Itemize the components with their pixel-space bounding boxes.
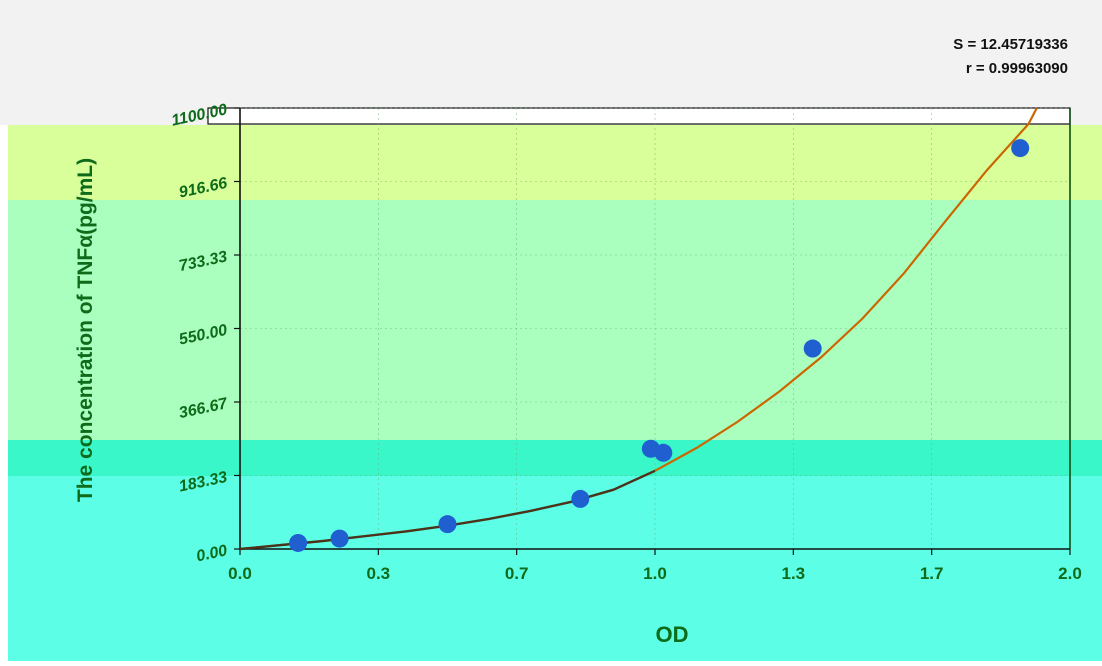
x-tick-label: 0.0 bbox=[228, 564, 252, 583]
data-point bbox=[331, 530, 349, 548]
data-point bbox=[289, 534, 307, 552]
x-tick-label: 1.0 bbox=[643, 564, 667, 583]
data-point bbox=[654, 444, 672, 462]
r-statistic: r = 0.99963090 bbox=[966, 60, 1068, 77]
x-tick-label: 1.3 bbox=[782, 564, 806, 583]
band-green bbox=[8, 200, 1102, 440]
data-point bbox=[1011, 139, 1029, 157]
band-yellow bbox=[8, 125, 1102, 203]
s-statistic: S = 12.45719336 bbox=[953, 36, 1068, 53]
data-point bbox=[439, 515, 457, 533]
data-point bbox=[571, 490, 589, 508]
plot-frame-top bbox=[208, 108, 1070, 124]
background-top bbox=[0, 0, 1102, 125]
y-axis-label: The concentration of TNFα(pg/mL) bbox=[74, 158, 97, 502]
x-tick-label: 0.7 bbox=[505, 564, 529, 583]
data-point bbox=[804, 340, 822, 358]
x-axis-label: OD bbox=[656, 622, 689, 647]
x-tick-label: 1.7 bbox=[920, 564, 944, 583]
x-tick-label: 2.0 bbox=[1058, 564, 1082, 583]
x-tick-label: 0.3 bbox=[367, 564, 391, 583]
